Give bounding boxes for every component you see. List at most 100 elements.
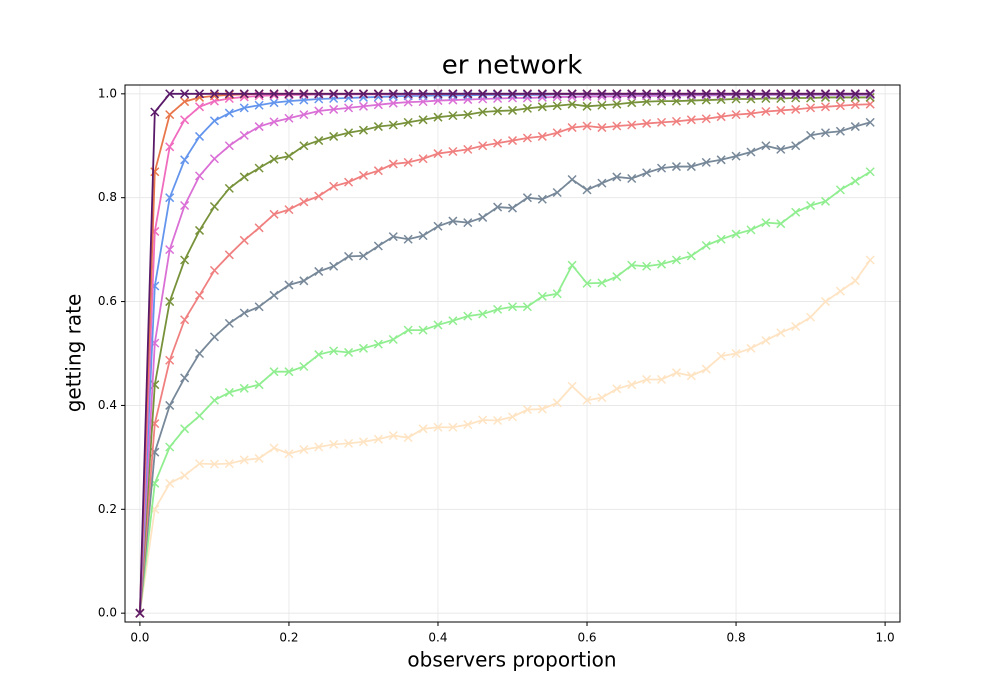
- point-marker: [850, 276, 860, 286]
- point-marker: [239, 172, 249, 182]
- point-marker: [180, 373, 190, 383]
- point-marker: [835, 286, 845, 296]
- point-marker: [493, 106, 503, 116]
- point-marker: [507, 89, 518, 99]
- point-marker: [224, 318, 234, 328]
- point-marker: [344, 177, 354, 187]
- point-marker: [344, 103, 354, 113]
- point-marker: [820, 297, 831, 307]
- point-marker: [671, 162, 681, 172]
- point-marker: [537, 194, 547, 204]
- point-marker: [567, 174, 577, 185]
- point-marker: [224, 141, 234, 151]
- point-marker: [180, 155, 190, 165]
- point-marker: [180, 471, 190, 481]
- point-marker: [478, 89, 488, 99]
- point-marker: [358, 170, 368, 180]
- point-marker: [806, 103, 816, 113]
- point-marker: [224, 387, 234, 397]
- point-marker: [254, 380, 264, 390]
- point-marker: [224, 183, 234, 193]
- point-marker: [731, 229, 741, 239]
- point-marker: [239, 103, 249, 113]
- point-marker: [284, 89, 294, 99]
- point-marker: [433, 89, 443, 99]
- point-marker: [642, 261, 652, 271]
- point-marker: [597, 123, 607, 133]
- point-marker: [344, 128, 354, 138]
- point-marker: [582, 121, 592, 131]
- point-marker: [478, 212, 488, 222]
- point-marker: [433, 422, 443, 432]
- point-marker: [806, 89, 816, 99]
- x-axis-label: observers proportion: [407, 648, 616, 672]
- point-marker: [537, 131, 547, 141]
- y-tick-label: 0.2: [98, 502, 117, 516]
- point-marker: [209, 201, 219, 212]
- point-marker: [418, 424, 428, 434]
- point-marker: [567, 123, 577, 133]
- point-marker: [612, 384, 622, 394]
- point-marker: [269, 443, 279, 453]
- y-axis-label: getting rate: [62, 294, 86, 413]
- point-marker: [314, 191, 324, 201]
- point-marker: [627, 98, 637, 108]
- point-marker: [657, 374, 667, 384]
- point-marker: [284, 151, 294, 161]
- point-marker: [284, 280, 294, 290]
- point-marker: [701, 240, 711, 251]
- point-marker: [165, 110, 175, 120]
- point-marker: [209, 154, 219, 164]
- point-marker: [493, 415, 503, 426]
- point-marker: [239, 235, 249, 245]
- point-marker: [254, 89, 264, 99]
- point-marker: [165, 297, 175, 307]
- point-marker: [448, 216, 458, 226]
- point-marker: [180, 89, 190, 99]
- y-tick-label: 1.0: [98, 86, 117, 100]
- x-tick-label: 0.2: [279, 631, 298, 645]
- point-marker: [284, 367, 294, 377]
- point-marker: [776, 105, 786, 115]
- point-marker: [657, 163, 667, 173]
- point-marker: [493, 202, 503, 212]
- point-marker: [344, 347, 354, 357]
- point-marker: [284, 449, 294, 459]
- point-marker: [433, 320, 443, 330]
- point-marker: [239, 130, 249, 140]
- point-marker: [761, 335, 771, 346]
- point-marker: [194, 459, 205, 469]
- point-marker: [463, 89, 473, 99]
- plot-frame: [124, 84, 901, 623]
- point-marker: [373, 434, 383, 444]
- point-marker: [731, 110, 741, 120]
- point-marker: [657, 89, 667, 99]
- point-marker: [194, 348, 205, 359]
- point-marker: [507, 136, 518, 146]
- point-marker: [671, 89, 681, 99]
- point-marker: [344, 438, 354, 448]
- point-marker: [493, 304, 503, 314]
- point-marker: [448, 422, 458, 432]
- point-marker: [582, 101, 592, 111]
- point-marker: [209, 332, 219, 342]
- point-marker: [329, 346, 339, 356]
- point-marker: [224, 459, 234, 469]
- point-marker: [254, 122, 264, 132]
- point-marker: [820, 128, 831, 138]
- point-marker: [165, 193, 175, 203]
- point-marker: [388, 431, 398, 441]
- point-marker: [299, 445, 309, 455]
- point-marker: [314, 136, 324, 146]
- point-marker: [180, 97, 190, 107]
- point-marker: [418, 325, 428, 335]
- point-marker: [433, 90, 443, 100]
- point-marker: [418, 89, 428, 99]
- point-marker: [284, 113, 294, 123]
- point-marker: [358, 89, 368, 99]
- point-marker: [299, 110, 309, 120]
- point-marker: [686, 371, 696, 381]
- point-marker: [522, 405, 532, 415]
- point-marker: [209, 89, 219, 99]
